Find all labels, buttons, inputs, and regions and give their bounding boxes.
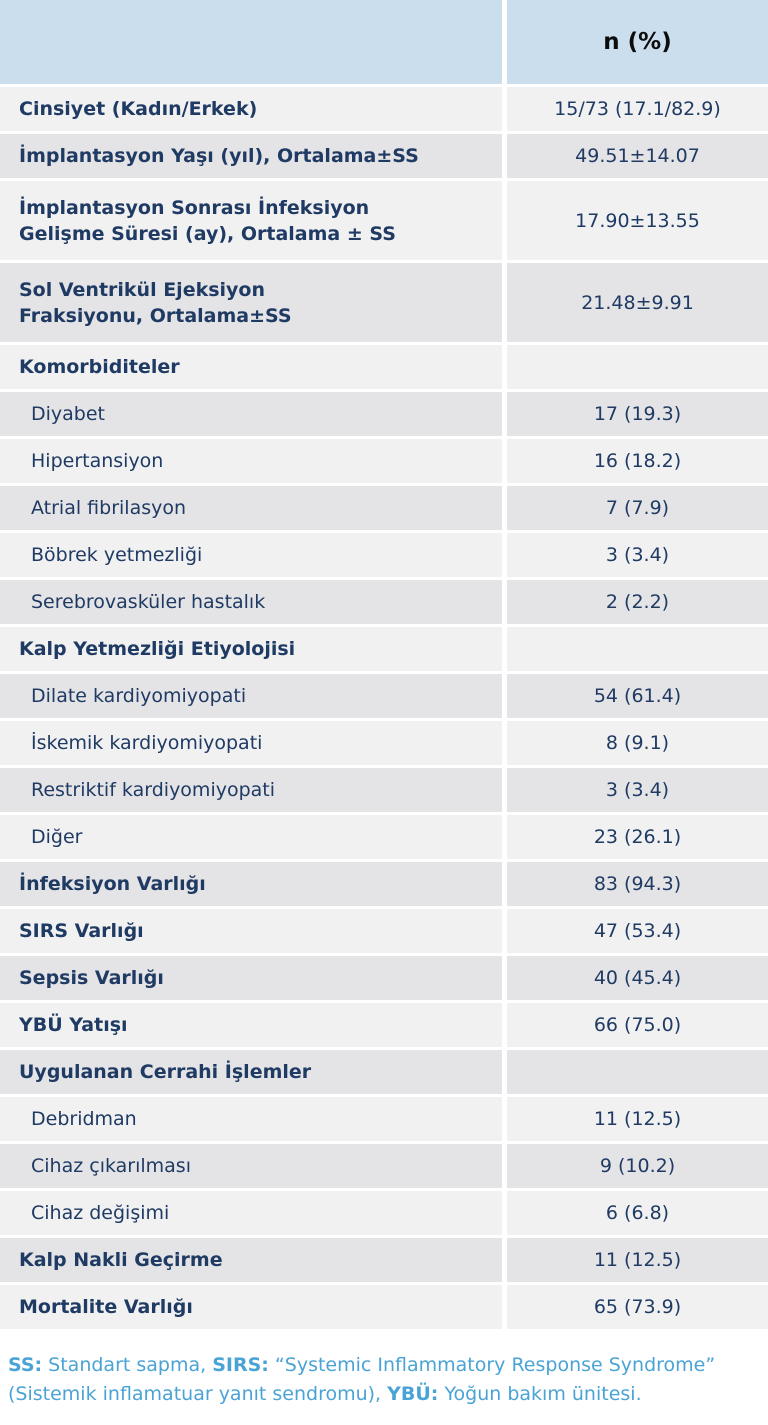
row-label: Hipertansiyon [0,439,502,483]
footnote-text: “Systemic Inflammatory Response Syndrome… [8,1354,716,1405]
statistics-table: n (%) Cinsiyet (Kadın/Erkek) 15/73 (17.1/… [0,0,768,1329]
row-value: 23 (26.1) [507,815,768,859]
row-value: 11 (12.5) [507,1097,768,1141]
table-row: İmplantasyon Yaşı (yıl), Ortalama±SS 49.5… [0,134,768,178]
row-value: 49.51±14.07 [507,134,768,178]
table-row: Mortalite Varlığı 65 (73.9) [0,1285,768,1329]
row-value: 16 (18.2) [507,439,768,483]
table-row: Dilate kardiyomiyopati 54 (61.4) [0,674,768,718]
table-row: Uygulanan Cerrahi İşlemler [0,1050,768,1094]
table-row: Diğer 23 (26.1) [0,815,768,859]
row-value [507,345,768,389]
header-empty-cell [0,0,502,84]
footnote: SS: Standart sapma, SIRS: “Systemic Infl… [8,1351,758,1409]
row-value [507,1050,768,1094]
row-label: İmplantasyon Sonrası İnfeksiyon Gelişme … [0,181,502,260]
table-row: İnfeksiyon Varlığı 83 (94.3) [0,862,768,906]
row-label: Debridman [0,1097,502,1141]
row-value: 3 (3.4) [507,768,768,812]
row-label: İmplantasyon Yaşı (yıl), Ortalama±SS [0,134,502,178]
table-row: Diyabet 17 (19.3) [0,392,768,436]
row-label: İnfeksiyon Varlığı [0,862,502,906]
row-value: 47 (53.4) [507,909,768,953]
table-row: Sol Ventrikül Ejeksiyon Fraksiyonu, Orta… [0,263,768,342]
row-value: 6 (6.8) [507,1191,768,1235]
row-label: İskemik kardiyomiyopati [0,721,502,765]
row-value: 17.90±13.55 [507,181,768,260]
table-rows: Cinsiyet (Kadın/Erkek) 15/73 (17.1/82.9) İ… [0,87,768,1329]
row-label: Serebrovasküler hastalık [0,580,502,624]
table-row: Atrial fibrilasyon 7 (7.9) [0,486,768,530]
row-value: 54 (61.4) [507,674,768,718]
row-label: Kalp Nakli Geçirme [0,1238,502,1282]
row-value: 2 (2.2) [507,580,768,624]
row-label: SIRS Varlığı [0,909,502,953]
row-label: Cinsiyet (Kadın/Erkek) [0,87,502,131]
table-row: Cihaz çıkarılması 9 (10.2) [0,1144,768,1188]
row-label: YBÜ Yatışı [0,1003,502,1047]
row-label: Böbrek yetmezliği [0,533,502,577]
row-value: 21.48±9.91 [507,263,768,342]
row-label: Mortalite Varlığı [0,1285,502,1329]
row-label: Dilate kardiyomiyopati [0,674,502,718]
header-n-percent: n (%) [507,0,768,84]
table-row: Debridman 11 (12.5) [0,1097,768,1141]
row-value: 17 (19.3) [507,392,768,436]
row-value: 9 (10.2) [507,1144,768,1188]
table-row: Kalp Yetmezliği Etiyolojisi [0,627,768,671]
table-row: Böbrek yetmezliği 3 (3.4) [0,533,768,577]
row-value: 3 (3.4) [507,533,768,577]
row-value: 66 (75.0) [507,1003,768,1047]
row-label: Atrial fibrilasyon [0,486,502,530]
table-row: YBÜ Yatışı 66 (75.0) [0,1003,768,1047]
row-value: 8 (9.1) [507,721,768,765]
footnote-abbreviation: YBÜ: [387,1383,439,1405]
row-label: Diğer [0,815,502,859]
table-row: Hipertansiyon 16 (18.2) [0,439,768,483]
row-value: 11 (12.5) [507,1238,768,1282]
table-row: Serebrovasküler hastalık 2 (2.2) [0,580,768,624]
row-value [507,627,768,671]
table-row: Komorbiditeler [0,345,768,389]
row-value: 15/73 (17.1/82.9) [507,87,768,131]
table-row: Cinsiyet (Kadın/Erkek) 15/73 (17.1/82.9) [0,87,768,131]
row-value: 83 (94.3) [507,862,768,906]
footnote-abbreviation: SS: [8,1354,43,1376]
row-label: Sepsis Varlığı [0,956,502,1000]
table-row: Kalp Nakli Geçirme 11 (12.5) [0,1238,768,1282]
footnote-abbreviation: SIRS: [212,1354,269,1376]
table-row: Cihaz değişimi 6 (6.8) [0,1191,768,1235]
row-value: 40 (45.4) [507,956,768,1000]
table-header-row: n (%) [0,0,768,84]
row-label: Diyabet [0,392,502,436]
row-value: 65 (73.9) [507,1285,768,1329]
footnote-text: Standart sapma, [42,1354,213,1376]
row-value: 7 (7.9) [507,486,768,530]
footnote-text: Yoğun bakım ünitesi. [438,1383,642,1405]
row-label: Kalp Yetmezliği Etiyolojisi [0,627,502,671]
row-label: Cihaz çıkarılması [0,1144,502,1188]
row-label: Sol Ventrikül Ejeksiyon Fraksiyonu, Orta… [0,263,502,342]
table-row: SIRS Varlığı 47 (53.4) [0,909,768,953]
table-row: Restriktif kardiyomiyopati 3 (3.4) [0,768,768,812]
table-row: İskemik kardiyomiyopati 8 (9.1) [0,721,768,765]
row-label: Cihaz değişimi [0,1191,502,1235]
row-label: Uygulanan Cerrahi İşlemler [0,1050,502,1094]
table-row: İmplantasyon Sonrası İnfeksiyon Gelişme … [0,181,768,260]
row-label: Restriktif kardiyomiyopati [0,768,502,812]
row-label: Komorbiditeler [0,345,502,389]
table-row: Sepsis Varlığı 40 (45.4) [0,956,768,1000]
